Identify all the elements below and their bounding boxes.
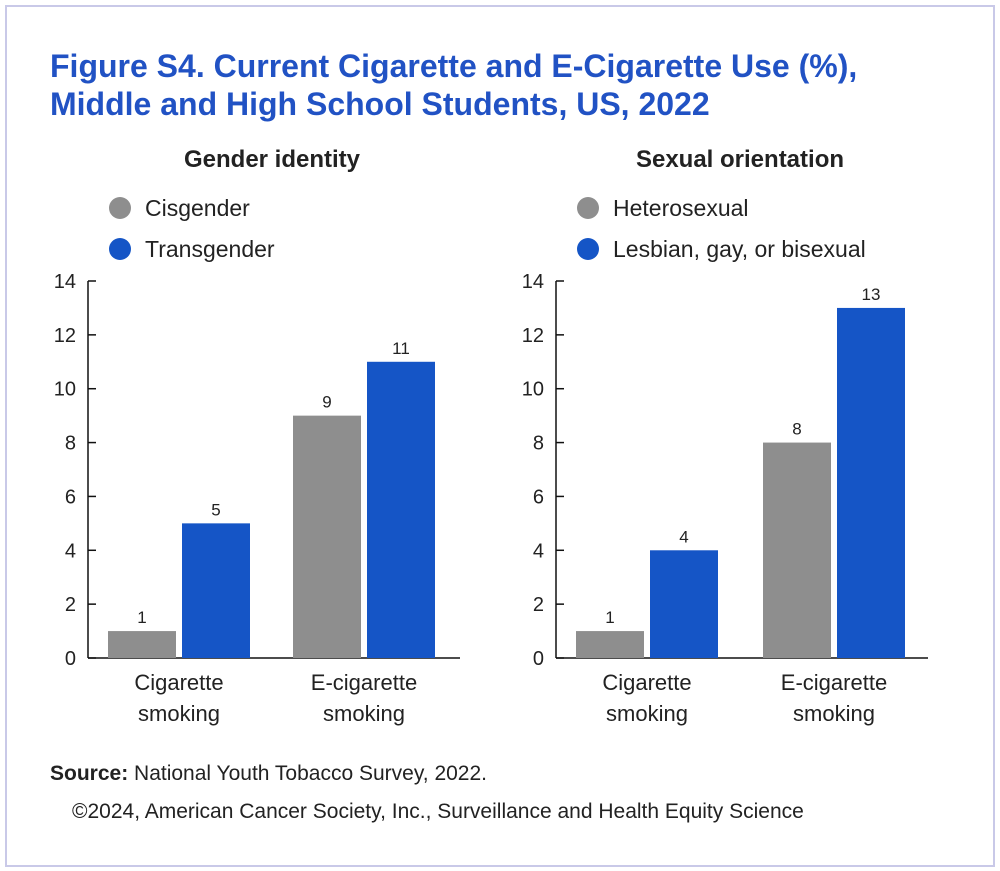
bar [763,442,831,658]
x-tick-label: E-cigarette [781,670,887,695]
legend-swatch [577,238,599,260]
x-tick-label: smoking [606,701,688,726]
y-tick-label: 14 [522,271,544,293]
figure-title-line2: Middle and High School Students, US, 202… [50,86,710,122]
y-tick-label: 0 [533,648,544,670]
bar [576,631,644,658]
data-label: 9 [322,393,331,412]
x-tick-label: E-cigarette [311,670,417,695]
x-tick-label: smoking [323,701,405,726]
y-tick-label: 2 [65,594,76,616]
legend-label: Heterosexual [613,195,749,221]
y-tick-label: 4 [65,540,76,562]
figure-title-line1: Figure S4. Current Cigarette and E-Cigar… [50,48,858,84]
y-tick-label: 8 [533,433,544,455]
chart-title: Gender identity [184,146,361,173]
x-tick-label: Cigarette [602,670,691,695]
y-tick-label: 4 [533,540,544,562]
x-tick-label: smoking [793,701,875,726]
bar [367,361,435,658]
legend-label: Transgender [145,236,275,262]
bar [650,550,718,658]
x-tick-label: smoking [138,701,220,726]
bar [108,631,176,658]
y-tick-label: 14 [54,271,76,293]
bar [293,415,361,658]
legend-swatch [109,197,131,219]
x-tick-label: Cigarette [134,670,223,695]
data-label: 11 [392,339,410,358]
y-tick-label: 10 [54,379,76,401]
legend-swatch [109,238,131,260]
bar [837,307,905,658]
y-tick-label: 12 [522,325,544,347]
data-label: 13 [862,285,881,304]
y-tick-label: 6 [533,486,544,508]
legend-swatch [577,197,599,219]
legend-label: Cisgender [145,195,250,221]
data-label: 1 [137,608,146,627]
y-tick-label: 6 [65,486,76,508]
y-tick-label: 0 [65,648,76,670]
source-note: Source: National Youth Tobacco Survey, 2… [50,762,487,786]
figure-frame [5,5,995,867]
y-tick-label: 2 [533,594,544,616]
data-label: 5 [211,500,220,519]
y-tick-label: 8 [65,433,76,455]
copyright: ©2024, American Cancer Society, Inc., Su… [72,800,804,823]
chart-title: Sexual orientation [636,146,844,173]
data-label: 8 [792,420,801,439]
legend-label: Lesbian, gay, or bisexual [613,236,866,262]
bar [182,523,250,658]
y-tick-label: 10 [522,379,544,401]
y-tick-label: 12 [54,325,76,347]
source-text: National Youth Tobacco Survey, 2022. [128,762,488,785]
data-label: 4 [679,527,688,546]
data-label: 1 [605,608,614,627]
source-label: Source: [50,762,129,785]
